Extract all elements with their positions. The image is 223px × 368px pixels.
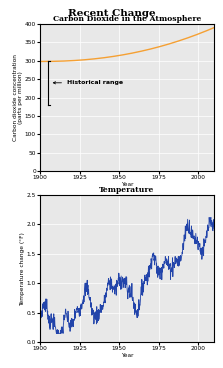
Text: Historical range: Historical range xyxy=(53,80,123,85)
X-axis label: Year: Year xyxy=(121,182,133,187)
X-axis label: Year: Year xyxy=(121,353,133,358)
Y-axis label: Temperature change (°F): Temperature change (°F) xyxy=(20,232,25,305)
Text: Recent Change: Recent Change xyxy=(68,9,155,18)
Title: Carbon Dioxide in the Atmosphere: Carbon Dioxide in the Atmosphere xyxy=(53,15,201,23)
Y-axis label: Carbon dioxide concentration
(parts per million): Carbon dioxide concentration (parts per … xyxy=(12,54,23,141)
Title: Temperature: Temperature xyxy=(99,186,155,194)
